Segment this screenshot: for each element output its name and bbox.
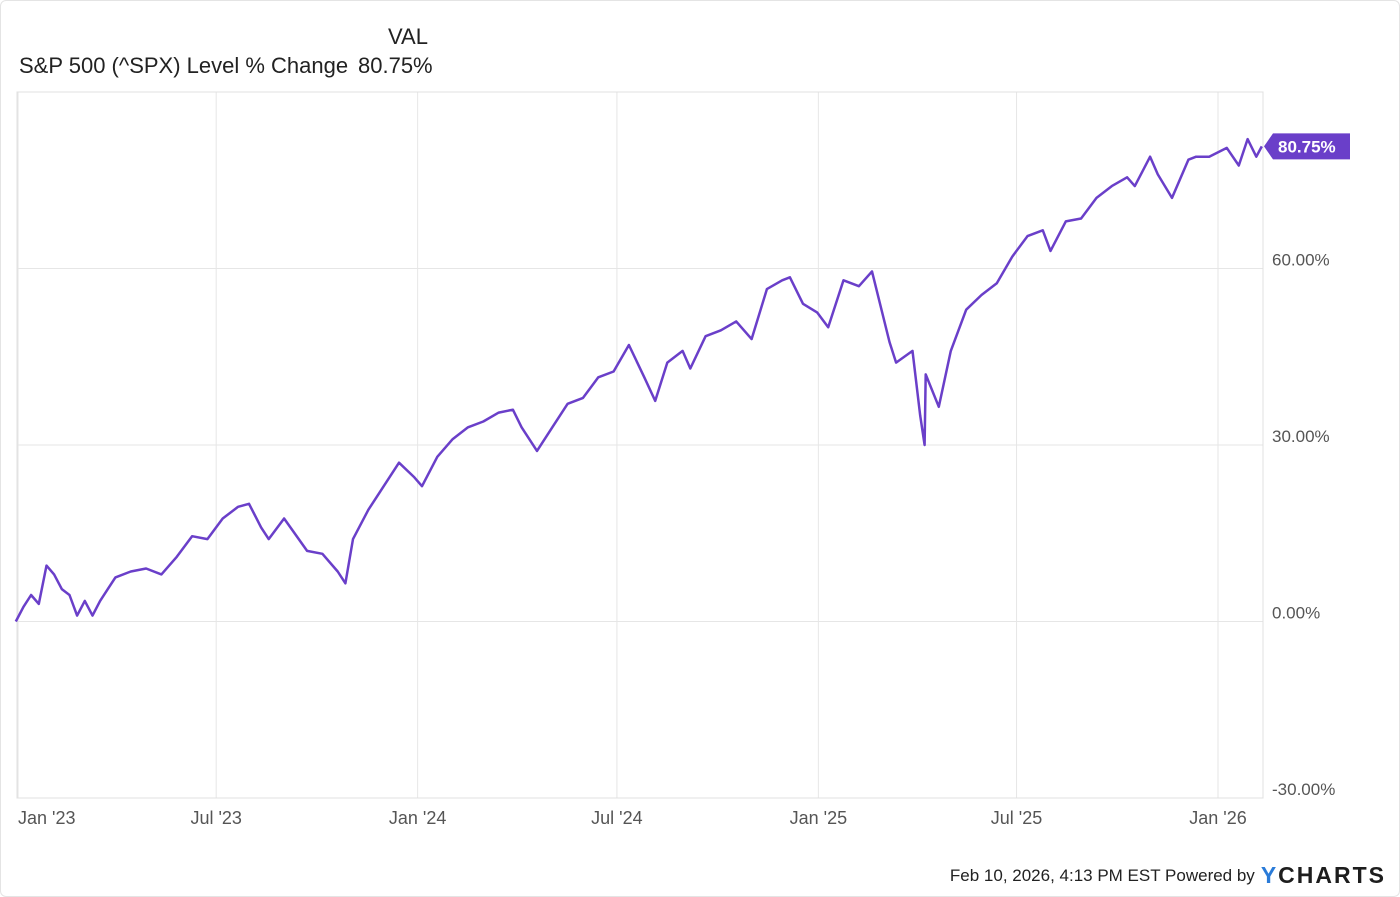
end-value-label-bg xyxy=(1264,133,1350,160)
end-value-label-text: 80.75% xyxy=(1278,137,1336,156)
ycharts-logo-text: CHARTS xyxy=(1278,862,1386,888)
y-tick-label: 60.00% xyxy=(1272,251,1330,270)
y-tick-label: 0.00% xyxy=(1272,604,1320,623)
ycharts-logo[interactable]: YCHARTS xyxy=(1261,862,1386,889)
x-tick-label: Jul '24 xyxy=(591,808,642,828)
x-tick-label: Jan '24 xyxy=(389,808,446,828)
footer-timestamp: Feb 10, 2026, 4:13 PM EST Powered by xyxy=(949,865,1255,885)
series-line-spx xyxy=(14,137,1263,623)
end-value-label: 80.75% xyxy=(1264,133,1350,160)
legend-header: VAL xyxy=(388,24,428,49)
legend-series-label: S&P 500 (^SPX) Level % Change xyxy=(19,53,349,78)
legend-series-value: 80.75% xyxy=(358,53,433,78)
y-tick-label: 30.00% xyxy=(1272,427,1330,446)
footer: Feb 10, 2026, 4:13 PM EST Powered by YCH… xyxy=(950,862,1386,889)
x-tick-label: Jan '26 xyxy=(1189,808,1246,828)
plot-border xyxy=(16,91,1264,799)
x-axis-ticks: Jan '23 Jul '23 Jan '24 Jul '24 Jan '25 Jul '… xyxy=(18,808,1247,828)
x-tick-label: Jan '25 xyxy=(790,808,847,828)
x-tick-label: Jan '23 xyxy=(18,808,75,828)
x-tick-label: Jul '25 xyxy=(991,808,1042,828)
x-tick-label: Jul '23 xyxy=(190,808,241,828)
y-tick-label: -30.00% xyxy=(1272,780,1335,799)
y-axis-ticks: 60.00% 30.00% 0.00% -30.00% xyxy=(1272,251,1335,800)
gridlines xyxy=(17,92,1263,799)
ycharts-logo-y: Y xyxy=(1260,862,1279,888)
